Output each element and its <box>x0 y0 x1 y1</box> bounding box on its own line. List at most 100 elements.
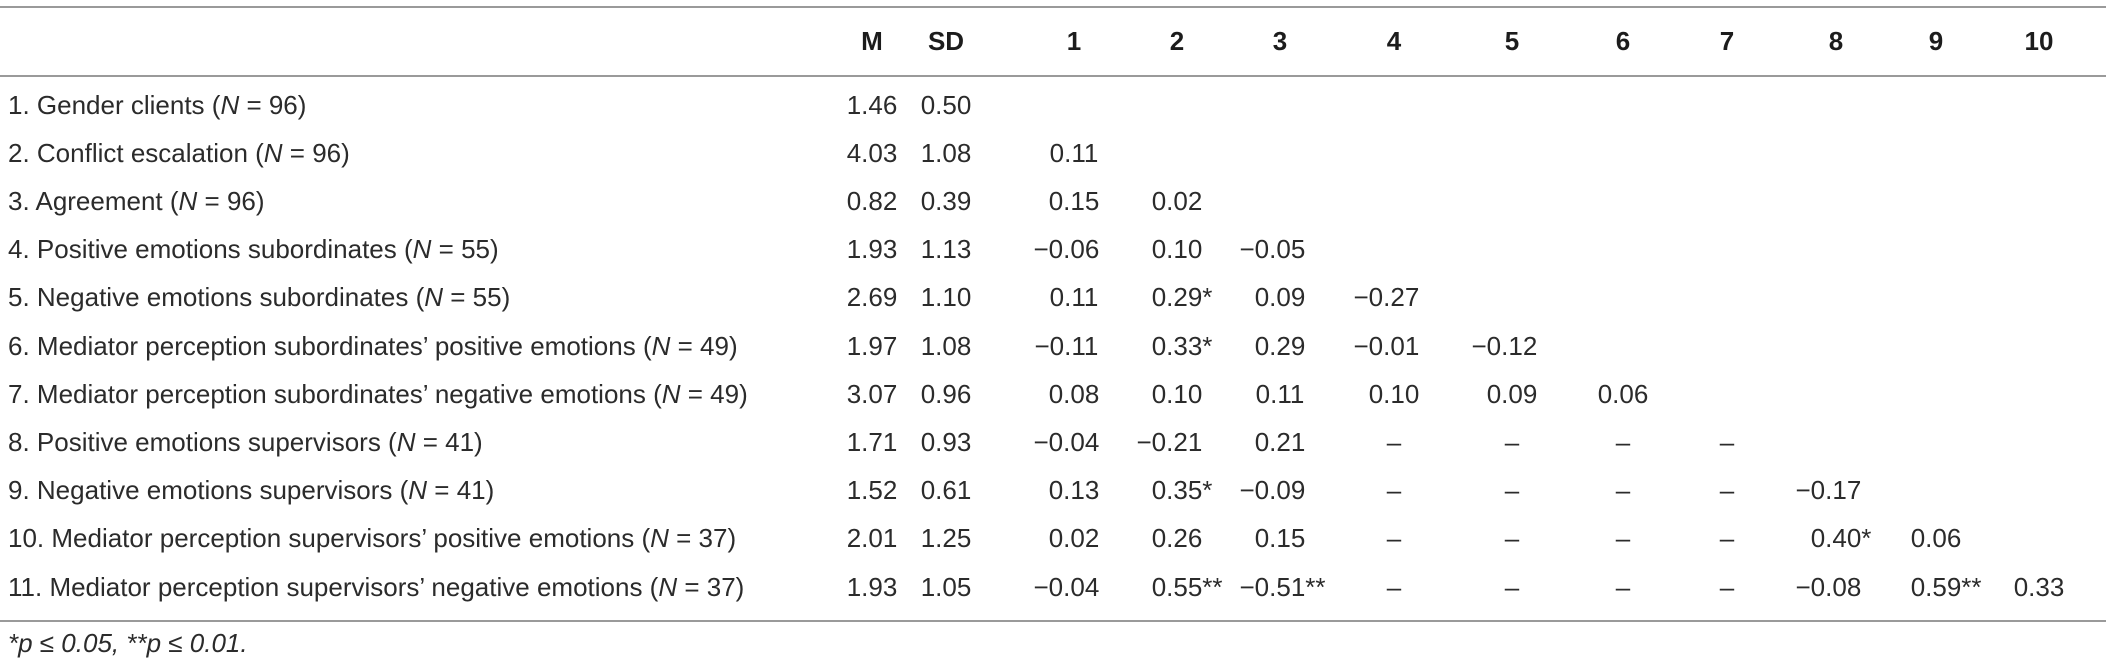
correlation-cell: 0.08 <box>1048 379 1100 409</box>
row-label-text: 8. Positive emotions supervisors ( <box>8 427 397 457</box>
sd-cell: 0.93 <box>920 427 972 457</box>
correlation-cell: – <box>1504 475 1520 505</box>
correlation-cell: 0.11 <box>1255 379 1305 409</box>
correlation-cell: 0.06 <box>1910 523 1962 553</box>
mean-cell: 1.93 <box>846 572 898 602</box>
row-label-text: 4. Positive emotions subordinates ( <box>8 234 413 264</box>
correlation-cell: – <box>1386 523 1402 553</box>
row-label-text: 6. Mediator perception subordinates’ pos… <box>8 331 652 361</box>
correlation-cell: 0.02 <box>1151 186 1203 216</box>
correlation-cell: 0.15 <box>1254 523 1306 553</box>
mean-cell: 1.52 <box>846 475 898 505</box>
column-header: 10 <box>2024 26 2054 56</box>
sample-size-symbol: N <box>408 475 428 505</box>
correlation-cell: 0.29* <box>1151 282 1213 312</box>
row-label-text: 11. Mediator perception supervisors’ neg… <box>8 572 659 602</box>
correlation-cell: – <box>1719 427 1735 457</box>
row-label: 1. Gender clients (N = 96) <box>8 90 306 120</box>
sd-cell: 1.10 <box>920 282 972 312</box>
correlation-cell: −0.27 <box>1353 282 1420 312</box>
sd-cell: 1.05 <box>920 572 972 602</box>
sample-size-symbol: N <box>424 282 444 312</box>
mean-cell: 2.01 <box>846 523 898 553</box>
row-label-text: 2. Conflict escalation ( <box>8 138 264 168</box>
row-label: 10. Mediator perception supervisors’ pos… <box>8 523 736 553</box>
sd-cell: 1.08 <box>920 331 972 361</box>
sample-size-symbol: N <box>658 572 678 602</box>
correlation-cell: 0.11 <box>1049 138 1099 168</box>
sample-size-symbol: N <box>220 90 240 120</box>
correlation-cell: – <box>1719 572 1735 602</box>
column-header: 1 <box>1066 26 1082 56</box>
row-label-text: 10. Mediator perception supervisors’ pos… <box>8 523 651 553</box>
table-bottom-rule <box>0 620 2106 622</box>
column-header: 9 <box>1928 26 1944 56</box>
correlation-cell: 0.55** <box>1151 572 1223 602</box>
column-header: 3 <box>1272 26 1288 56</box>
correlation-cell: – <box>1615 523 1631 553</box>
row-label-text: 9. Negative emotions supervisors ( <box>8 475 409 505</box>
column-header: 4 <box>1386 26 1402 56</box>
sd-cell: 0.61 <box>920 475 972 505</box>
row-label: 11. Mediator perception supervisors’ neg… <box>8 572 744 602</box>
correlation-cell: – <box>1386 572 1402 602</box>
sd-cell: 0.96 <box>920 379 972 409</box>
row-label: 8. Positive emotions supervisors (N = 41… <box>8 427 483 457</box>
mean-cell: 4.03 <box>846 138 898 168</box>
correlation-cell: −0.12 <box>1471 331 1538 361</box>
sd-cell: 1.08 <box>920 138 972 168</box>
sample-size-value: = 41) <box>415 427 483 457</box>
mean-cell: 3.07 <box>846 379 898 409</box>
sample-size-symbol: N <box>263 138 283 168</box>
sample-size-value: = 41) <box>427 475 495 505</box>
row-label: 6. Mediator perception subordinates’ pos… <box>8 331 738 361</box>
sample-size-symbol: N <box>661 379 681 409</box>
sample-size-value: = 49) <box>670 331 738 361</box>
row-label-text: 5. Negative emotions subordinates ( <box>8 282 425 312</box>
correlation-cell: 0.35* <box>1151 475 1213 505</box>
column-header: 8 <box>1828 26 1844 56</box>
sample-size-symbol: N <box>396 427 416 457</box>
table-footnote: *p ≤ 0.05, **p ≤ 0.01. <box>8 628 248 658</box>
correlation-cell: −0.17 <box>1795 475 1862 505</box>
sample-size-value: = 96) <box>197 186 265 216</box>
correlation-cell: 0.59** <box>1910 572 1982 602</box>
correlation-cell: 0.21 <box>1254 427 1306 457</box>
sample-size-symbol: N <box>178 186 198 216</box>
correlation-cell: 0.13 <box>1048 475 1100 505</box>
correlation-cell: – <box>1504 427 1520 457</box>
correlation-cell: −0.01 <box>1353 331 1420 361</box>
row-label: 7. Mediator perception subordinates’ neg… <box>8 379 748 409</box>
correlation-cell: 0.15 <box>1048 186 1100 216</box>
sample-size-value: = 37) <box>668 523 737 553</box>
correlation-cell: 0.09 <box>1254 282 1306 312</box>
correlation-cell: – <box>1719 523 1735 553</box>
mean-cell: 1.46 <box>846 90 898 120</box>
sample-size-symbol: N <box>651 331 671 361</box>
correlation-cell: −0.05 <box>1239 234 1306 264</box>
row-label: 5. Negative emotions subordinates (N = 5… <box>8 282 510 312</box>
sample-size-symbol: N <box>412 234 432 264</box>
mean-cell: 1.93 <box>846 234 898 264</box>
column-header: 5 <box>1504 26 1520 56</box>
correlation-cell: −0.21 <box>1136 427 1203 457</box>
correlation-cell: −0.11 <box>1034 331 1099 361</box>
mean-cell: 1.71 <box>846 427 898 457</box>
column-header: SD <box>927 26 965 56</box>
correlation-cell: −0.51** <box>1239 572 1326 602</box>
correlation-cell: 0.33 <box>2013 572 2065 602</box>
mean-cell: 2.69 <box>846 282 898 312</box>
correlation-cell: – <box>1504 523 1520 553</box>
correlation-cell: 0.40* <box>1810 523 1872 553</box>
column-header: 2 <box>1169 26 1185 56</box>
row-label: 4. Positive emotions subordinates (N = 5… <box>8 234 499 264</box>
correlation-cell: – <box>1615 475 1631 505</box>
column-header: 6 <box>1615 26 1631 56</box>
correlation-cell: – <box>1386 427 1402 457</box>
sample-size-value: = 49) <box>680 379 748 409</box>
correlation-cell: 0.26 <box>1151 523 1203 553</box>
row-label: 9. Negative emotions supervisors (N = 41… <box>8 475 494 505</box>
correlation-cell: 0.10 <box>1151 234 1203 264</box>
sample-size-value: = 55) <box>431 234 499 264</box>
